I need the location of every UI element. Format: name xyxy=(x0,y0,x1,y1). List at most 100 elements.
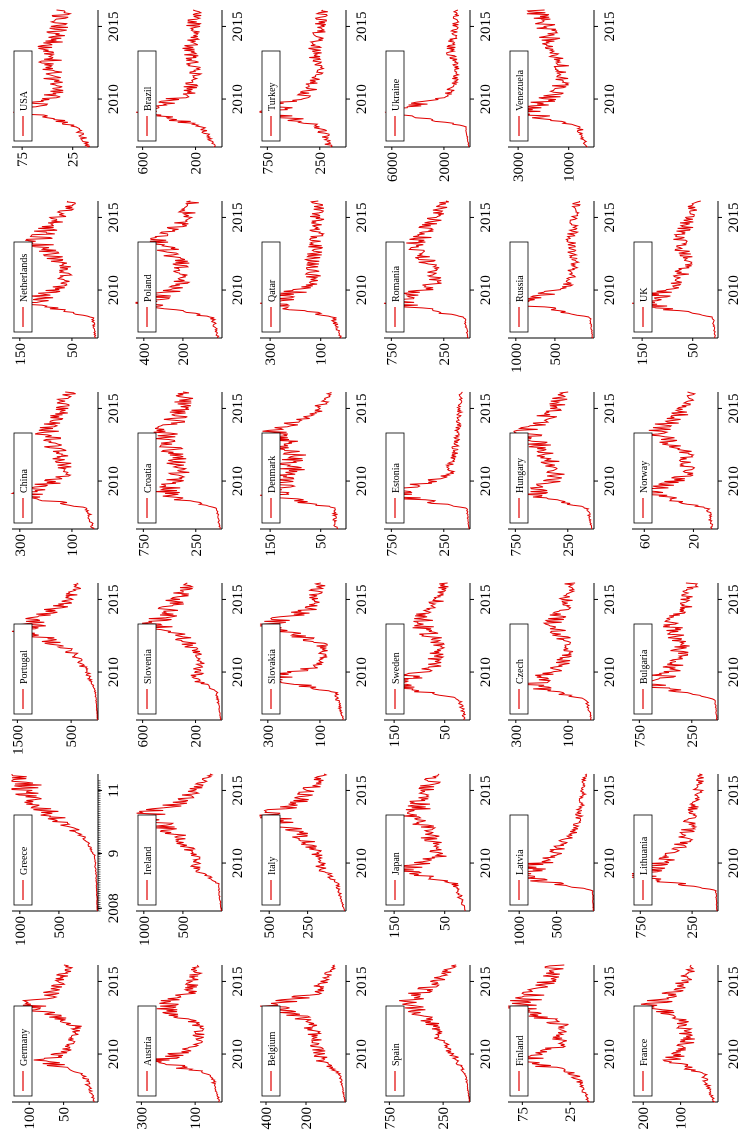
x-tick-label: 2010 xyxy=(230,1039,246,1069)
series-line-uk xyxy=(631,200,716,339)
y-tick-label: 250 xyxy=(301,916,317,939)
legend-box xyxy=(13,50,33,142)
y-tick-label: 50 xyxy=(65,343,81,358)
legend-box xyxy=(633,814,653,906)
y-tick-label: 50 xyxy=(57,1107,73,1122)
series-line-russia xyxy=(509,200,594,339)
chart-italy: 500 250 2010 2015 Italy xyxy=(259,773,370,939)
y-tick-label: 2000 xyxy=(437,152,453,182)
chart-denmark: 150 50 2010 2015 Denmark xyxy=(259,391,370,557)
x-tick-label: 2010 xyxy=(106,275,122,305)
x-tick-label: 2015 xyxy=(478,11,494,41)
legend-box xyxy=(261,241,281,333)
y-tick-label: 300 xyxy=(134,1107,150,1130)
chart-slovakia: 300 100 2010 2015 Slovakia xyxy=(259,582,370,748)
legend-box xyxy=(385,50,405,142)
chart-usa: 75 25 2010 2015 USA xyxy=(12,9,122,167)
y-tick-label: 60 xyxy=(637,534,653,549)
y-tick-label: 100 xyxy=(674,1107,690,1130)
x-tick-label: 2010 xyxy=(354,1039,370,1069)
chart-norway: 60 20 2010 2015 Norway xyxy=(632,391,742,549)
legend-label: Czech xyxy=(515,659,526,684)
chart-austria: 300 100 2010 2015 Austria xyxy=(134,964,246,1130)
chart-france: 200 100 2010 2015 France xyxy=(632,964,742,1130)
x-tick-label: 2010 xyxy=(478,84,494,114)
legend-box xyxy=(509,814,529,906)
legend-label: Germany xyxy=(19,1029,30,1066)
series-line-lithuania xyxy=(631,773,718,912)
y-tick-label: 750 xyxy=(382,1107,398,1130)
x-tick-label: 2015 xyxy=(106,202,122,232)
y-tick-label: 200 xyxy=(176,343,192,366)
legend-box xyxy=(261,50,281,142)
y-tick-label: 100 xyxy=(188,1107,204,1130)
chart-brazil: 600 200 2010 2015 Brazil xyxy=(135,9,246,175)
legend-label: France xyxy=(639,1038,650,1066)
y-tick-label: 150 xyxy=(387,725,403,748)
legend-box xyxy=(385,241,405,333)
chart-hungary: 750 250 2010 2015 Hungary xyxy=(508,391,618,557)
series-line-ukraine xyxy=(384,9,470,148)
legend-box xyxy=(137,1005,157,1097)
series-line-brazil xyxy=(135,9,216,148)
y-tick-label: 300 xyxy=(13,534,29,557)
legend-label: Greece xyxy=(19,846,30,875)
series-line-estonia xyxy=(387,391,470,530)
series-line-slovenia xyxy=(142,582,222,721)
chart-poland: 400 200 2010 2015 Poland xyxy=(135,200,246,366)
chart-qatar: 300 100 2010 2015 Qatar xyxy=(259,200,370,366)
series-line-usa xyxy=(13,9,90,148)
x-tick-label: 2015 xyxy=(478,584,494,614)
x-tick-label: 2010 xyxy=(478,848,494,878)
chart-slovenia: 600 200 2010 2015 Slovenia xyxy=(136,582,246,748)
y-tick-label: 750 xyxy=(384,343,400,366)
x-tick-label: 2015 xyxy=(602,393,618,423)
chart-greece: 1000 500 2008 9 11 Greece xyxy=(11,774,122,946)
legend-label: Ireland xyxy=(143,847,154,875)
legend-label: Hungary xyxy=(515,458,526,493)
y-tick-label: 150 xyxy=(635,343,651,366)
x-tick-label: 2015 xyxy=(602,202,618,232)
y-tick-label: 400 xyxy=(259,1107,275,1130)
y-tick-label: 250 xyxy=(437,343,453,366)
y-tick-label: 200 xyxy=(636,1107,652,1130)
y-tick-label: 1500 xyxy=(10,725,26,755)
legend-label: Russia xyxy=(515,275,526,302)
x-tick-label: 2010 xyxy=(230,466,246,496)
y-tick-label: 750 xyxy=(260,152,276,175)
y-tick-label: 150 xyxy=(263,534,279,557)
series-line-italy xyxy=(259,773,345,912)
legend-label: Estonia xyxy=(391,462,402,493)
y-tick-label: 500 xyxy=(64,725,80,748)
y-tick-label: 100 xyxy=(313,725,329,748)
x-tick-label: 2015 xyxy=(602,11,618,41)
series-line-venezuela xyxy=(510,9,588,148)
legend-box xyxy=(13,432,33,524)
x-tick-label: 2010 xyxy=(478,275,494,305)
x-tick-label: 2010 xyxy=(602,466,618,496)
legend-box xyxy=(137,241,157,333)
x-tick-label: 2015 xyxy=(478,775,494,805)
legend-box xyxy=(261,814,281,906)
y-tick-label: 750 xyxy=(508,534,524,557)
chart-czech: 300 100 2010 2015 Czech xyxy=(508,582,618,748)
x-tick-label: 2015 xyxy=(478,966,494,996)
x-tick-label: 2010 xyxy=(106,84,122,114)
x-tick-label: 2010 xyxy=(602,1039,618,1069)
x-tick-label: 2015 xyxy=(726,393,742,423)
chart-japan: 150 50 2010 2015 Japan xyxy=(384,773,494,939)
x-tick-label: 2015 xyxy=(106,584,122,614)
y-tick-label: 50 xyxy=(438,725,454,740)
series-line-spain xyxy=(399,964,470,1103)
y-tick-label: 500 xyxy=(548,343,564,366)
series-line-belgium xyxy=(259,964,346,1103)
y-tick-label: 1000 xyxy=(562,152,578,182)
legend-box xyxy=(13,814,33,906)
legend-label: Brazil xyxy=(143,86,154,111)
x-tick-label: 2015 xyxy=(478,393,494,423)
y-tick-label: 750 xyxy=(633,916,649,939)
x-tick-label: 2010 xyxy=(602,84,618,114)
y-tick-label: 250 xyxy=(685,725,701,748)
x-tick-label: 2015 xyxy=(106,11,122,41)
